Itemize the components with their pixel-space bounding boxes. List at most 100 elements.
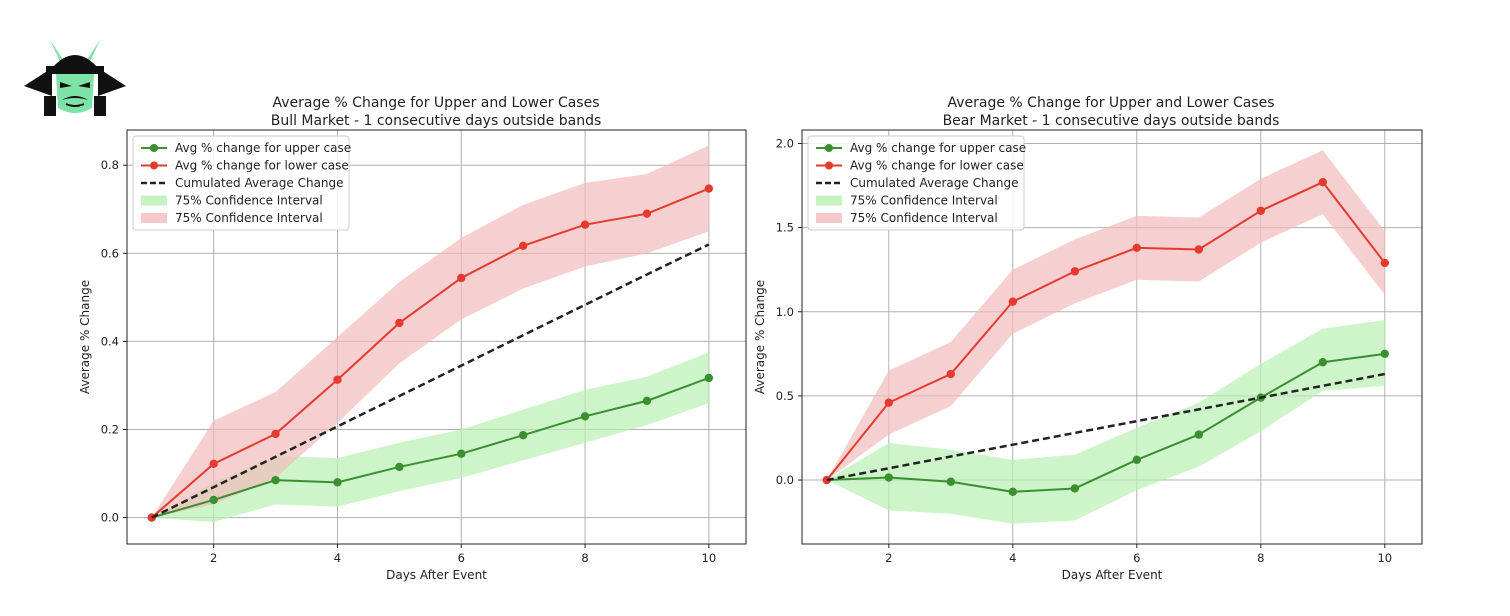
lower-case-point: [1132, 243, 1141, 253]
upper-case-point: [271, 475, 280, 485]
legend-label: Avg % change for lower case: [175, 159, 349, 173]
x-tick-label: 6: [1133, 551, 1140, 565]
x-tick-label: 8: [1257, 551, 1264, 565]
legend-swatch: [816, 195, 842, 206]
chart-title: Average % Change for Upper and Lower Cas…: [947, 95, 1274, 111]
y-tick-label: 1.5: [776, 221, 794, 235]
x-tick-label: 2: [885, 551, 892, 565]
legend-box: [807, 135, 1025, 231]
lower-case-point: [884, 398, 893, 407]
upper-case-point: [395, 462, 404, 472]
bull-market-chart: Average % Change for Upper and Lower Cas…: [78, 95, 747, 582]
y-axis-label: Average % Change: [753, 280, 767, 394]
legend-label: 75% Confidence Interval: [850, 194, 998, 208]
upper-case-point: [580, 412, 590, 421]
upper-case-point: [457, 449, 466, 458]
lower-case-line: [826, 180, 1386, 481]
x-tick-label: 4: [334, 551, 341, 565]
upper-case-point: [333, 478, 342, 487]
lower-confidence-band: [151, 145, 709, 518]
upper-case-line: [826, 352, 1385, 493]
lower-case-point: [642, 209, 652, 218]
y-tick-label: 0.0: [101, 511, 119, 525]
y-tick-label: 0.0: [776, 473, 794, 487]
x-tick-label: 10: [702, 551, 717, 565]
lower-case-point: [395, 318, 404, 328]
lower-case-point: [1008, 297, 1017, 306]
plot-frame: [801, 129, 1423, 545]
upper-case-point: [1318, 358, 1327, 367]
x-axis-label: Days After Event: [386, 568, 487, 582]
lower-case-point: [1256, 206, 1265, 215]
legend-marker: [825, 144, 833, 152]
lower-case-line: [151, 187, 710, 519]
lower-case-point: [1380, 258, 1389, 268]
x-tick-label: 8: [581, 551, 588, 565]
upper-case-point: [642, 396, 652, 406]
lower-case-point: [704, 184, 714, 193]
cumulated-average-line: [826, 372, 1386, 482]
legend-label: Avg % change for lower case: [850, 159, 1024, 173]
upper-case-point: [884, 473, 893, 482]
upper-case-point: [704, 373, 714, 383]
lower-case-point: [946, 369, 955, 379]
upper-case-point: [209, 495, 218, 505]
upper-case-point: [1132, 455, 1141, 465]
upper-case-point: [1008, 487, 1017, 497]
chart-title: Average % Change for Upper and Lower Cas…: [272, 95, 599, 111]
bear-market-chart: Average % Change for Upper and Lower Cas…: [753, 95, 1423, 582]
legend-label: 75% Confidence Interval: [850, 211, 998, 225]
legend-label: Cumulated Average Change: [850, 176, 1019, 190]
y-tick-label: 0.6: [101, 246, 119, 260]
legend-marker: [150, 144, 158, 152]
lower-case-point: [333, 375, 342, 384]
legend-label: 75% Confidence Interval: [175, 194, 323, 208]
upper-confidence-band: [826, 320, 1385, 524]
y-tick-label: 0.5: [776, 389, 794, 403]
lower-case-point: [457, 273, 466, 283]
x-tick-label: 4: [1009, 551, 1016, 565]
upper-case-point: [518, 431, 528, 440]
chart-subtitle: Bear Market - 1 consecutive days outside…: [943, 113, 1280, 129]
legend-label: Avg % change for upper case: [850, 141, 1026, 155]
x-tick-label: 2: [210, 551, 217, 565]
upper-case-point: [1380, 349, 1389, 359]
lower-case-point: [1070, 267, 1079, 276]
lower-case-point: [580, 220, 590, 229]
legend-swatch: [816, 213, 842, 223]
chart-subtitle: Bull Market - 1 consecutive days outside…: [271, 113, 602, 129]
lower-case-point: [518, 241, 528, 251]
samurai-helmet-icon: [24, 40, 126, 116]
y-tick-label: 1.0: [776, 305, 794, 319]
x-axis-label: Days After Event: [1062, 568, 1163, 582]
legend: Avg % change for upper case Avg % change …: [807, 135, 1026, 231]
lower-case-point: [271, 429, 280, 439]
lower-case-point: [1318, 177, 1327, 187]
lower-case-point: [209, 459, 218, 469]
x-tick-label: 10: [1377, 551, 1392, 565]
lower-case-point: [1194, 245, 1203, 254]
legend-swatch: [141, 195, 167, 206]
legend-label: 75% Confidence Interval: [175, 211, 323, 225]
legend-marker: [825, 161, 833, 170]
upper-case-point: [1070, 484, 1079, 493]
upper-case-point: [1194, 430, 1203, 439]
legend-box: [132, 135, 350, 231]
upper-case-line: [151, 377, 710, 519]
y-tick-label: 0.8: [101, 158, 119, 172]
y-axis-label: Average % Change: [78, 280, 92, 394]
legend-label: Cumulated Average Change: [175, 176, 344, 190]
legend: Avg % change for upper case Avg % change …: [132, 135, 351, 231]
cumulated-average-line: [151, 243, 710, 519]
x-tick-label: 6: [458, 551, 465, 565]
y-tick-label: 0.4: [101, 334, 119, 348]
lower-confidence-band: [826, 150, 1385, 481]
y-tick-label: 2.0: [776, 136, 794, 150]
upper-confidence-band: [151, 352, 709, 522]
legend-label: Avg % change for upper case: [175, 141, 351, 155]
y-tick-label: 0.2: [101, 422, 119, 436]
upper-case-point: [946, 477, 955, 486]
plot-frame: [126, 129, 747, 545]
legend-marker: [150, 161, 158, 170]
lower-case-point: [822, 475, 831, 485]
